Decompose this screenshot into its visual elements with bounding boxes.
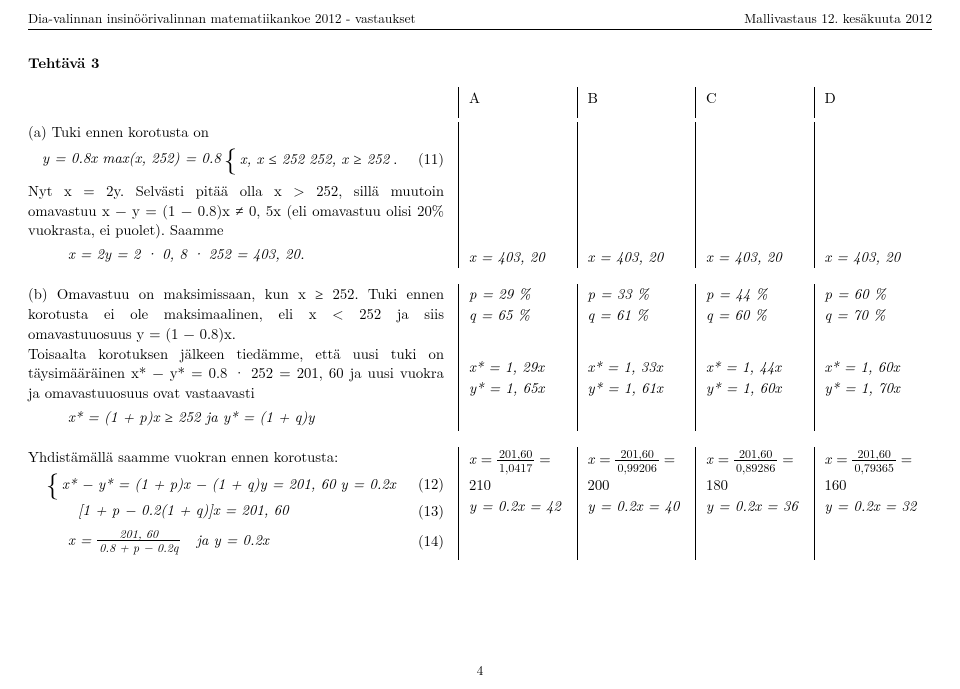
eq1-case1: x, x ≤ 252: [240, 149, 304, 169]
ans-b-mid-c-y: y* = 1, 60x: [706, 378, 810, 399]
eq-b4-lhs: x =: [68, 530, 91, 550]
ans-b-mid-c-x: x* = 1, 44x: [706, 357, 810, 378]
part-b-para2: Yhdistämällä saamme vuokran ennen korotu…: [28, 447, 444, 467]
ans-b-mid-a-x: x* = 1, 29x: [469, 357, 573, 378]
ans-a-a: x = 403, 20: [469, 247, 545, 268]
col-head-a: A: [469, 87, 573, 108]
page-number: 4: [0, 660, 960, 679]
ans-b-bot-b-x: x = 201,600,99206 = 200: [588, 447, 692, 496]
eq1-case2: 252, x ≥ 252: [309, 149, 389, 169]
eq-b2-line2: y = 0.2x: [341, 474, 396, 494]
part-b-eq1: x* = (1 + p)x ≥ 252 ja y* = (1 + q)y: [68, 407, 444, 427]
eq-b3: [1 + p − 0.2(1 + q)]x = 201, 60: [78, 500, 289, 521]
eq-b3-num: (13): [418, 500, 444, 521]
ans-b-top-c-q: q = 60 %: [706, 305, 810, 326]
ans-b-bot-a-y: y = 0.2x = 42: [469, 496, 573, 517]
eq1-lhs: y = 0.8x max(x, 252) = 0.8: [42, 148, 221, 168]
col-head-b: B: [588, 87, 692, 108]
header-left: Dia-valinnan insinöörivalinnan matematii…: [28, 8, 416, 27]
ans-b-bot-a-x: x = 201,601,0417 = 210: [469, 447, 573, 496]
part-a-para2: Nyt x = 2y. Selvästi pitää olla x > 252,…: [28, 181, 444, 240]
ans-b-mid-b-y: y* = 1, 61x: [588, 378, 692, 399]
eq-b2-line1: x* − y* = (1 + p)x − (1 + q)y = 201, 60: [62, 474, 336, 494]
part-b-para1a: (b) Omavastuu on maksimissaan, kun x ≥ 2…: [28, 284, 444, 343]
ans-b-top-d-p: p = 60 %: [825, 284, 929, 305]
ans-b-top-d-q: q = 70 %: [825, 305, 929, 326]
ans-a-c: x = 403, 20: [706, 247, 782, 268]
col-head-c: C: [706, 87, 810, 108]
col-head-d: D: [825, 87, 929, 108]
eq-b2-num: (12): [418, 473, 444, 494]
ans-a-d: x = 403, 20: [825, 247, 901, 268]
ans-b-top-c-p: p = 44 %: [706, 284, 810, 305]
eq1-num: (11): [418, 148, 444, 169]
ans-b-mid-a-y: y* = 1, 65x: [469, 378, 573, 399]
section-title: Tehtävä 3: [28, 52, 932, 73]
eq-b4-eqnum: (14): [418, 530, 444, 551]
ans-b-bot-b-y: y = 0.2x = 40: [588, 496, 692, 517]
ans-b-bot-c-x: x = 201,600,89286 = 180: [706, 447, 810, 496]
ans-b-top-b-q: q = 61 %: [588, 305, 692, 326]
ans-b-bot-d-y: y = 0.2x = 32: [825, 496, 929, 517]
part-a-eq2: x = 2y = 2 · 0, 8 · 252 = 403, 20.: [68, 244, 444, 264]
header-right: Mallivastaus 12. kesäkuuta 2012: [744, 8, 932, 27]
ans-b-mid-d-y: y* = 1, 70x: [825, 378, 929, 399]
part-b-para1b: Toisaalta korotuksen jälkeen tiedämme, e…: [28, 344, 444, 403]
ans-a-b: x = 403, 20: [588, 247, 664, 268]
ans-b-mid-d-x: x* = 1, 60x: [825, 357, 929, 378]
ans-b-bot-c-y: y = 0.2x = 36: [706, 496, 810, 517]
eq-b4-rhs: ja y = 0.2x: [196, 530, 268, 550]
ans-b-top-a-p: p = 29 %: [469, 284, 573, 305]
ans-b-top-b-p: p = 33 %: [588, 284, 692, 305]
ans-b-mid-b-x: x* = 1, 33x: [588, 357, 692, 378]
ans-b-top-a-q: q = 65 %: [469, 305, 573, 326]
eq-b4-numbot: 0.8 + p − 0.2q: [97, 541, 180, 554]
ans-b-bot-d-x: x = 201,600,79365 = 160: [825, 447, 929, 496]
